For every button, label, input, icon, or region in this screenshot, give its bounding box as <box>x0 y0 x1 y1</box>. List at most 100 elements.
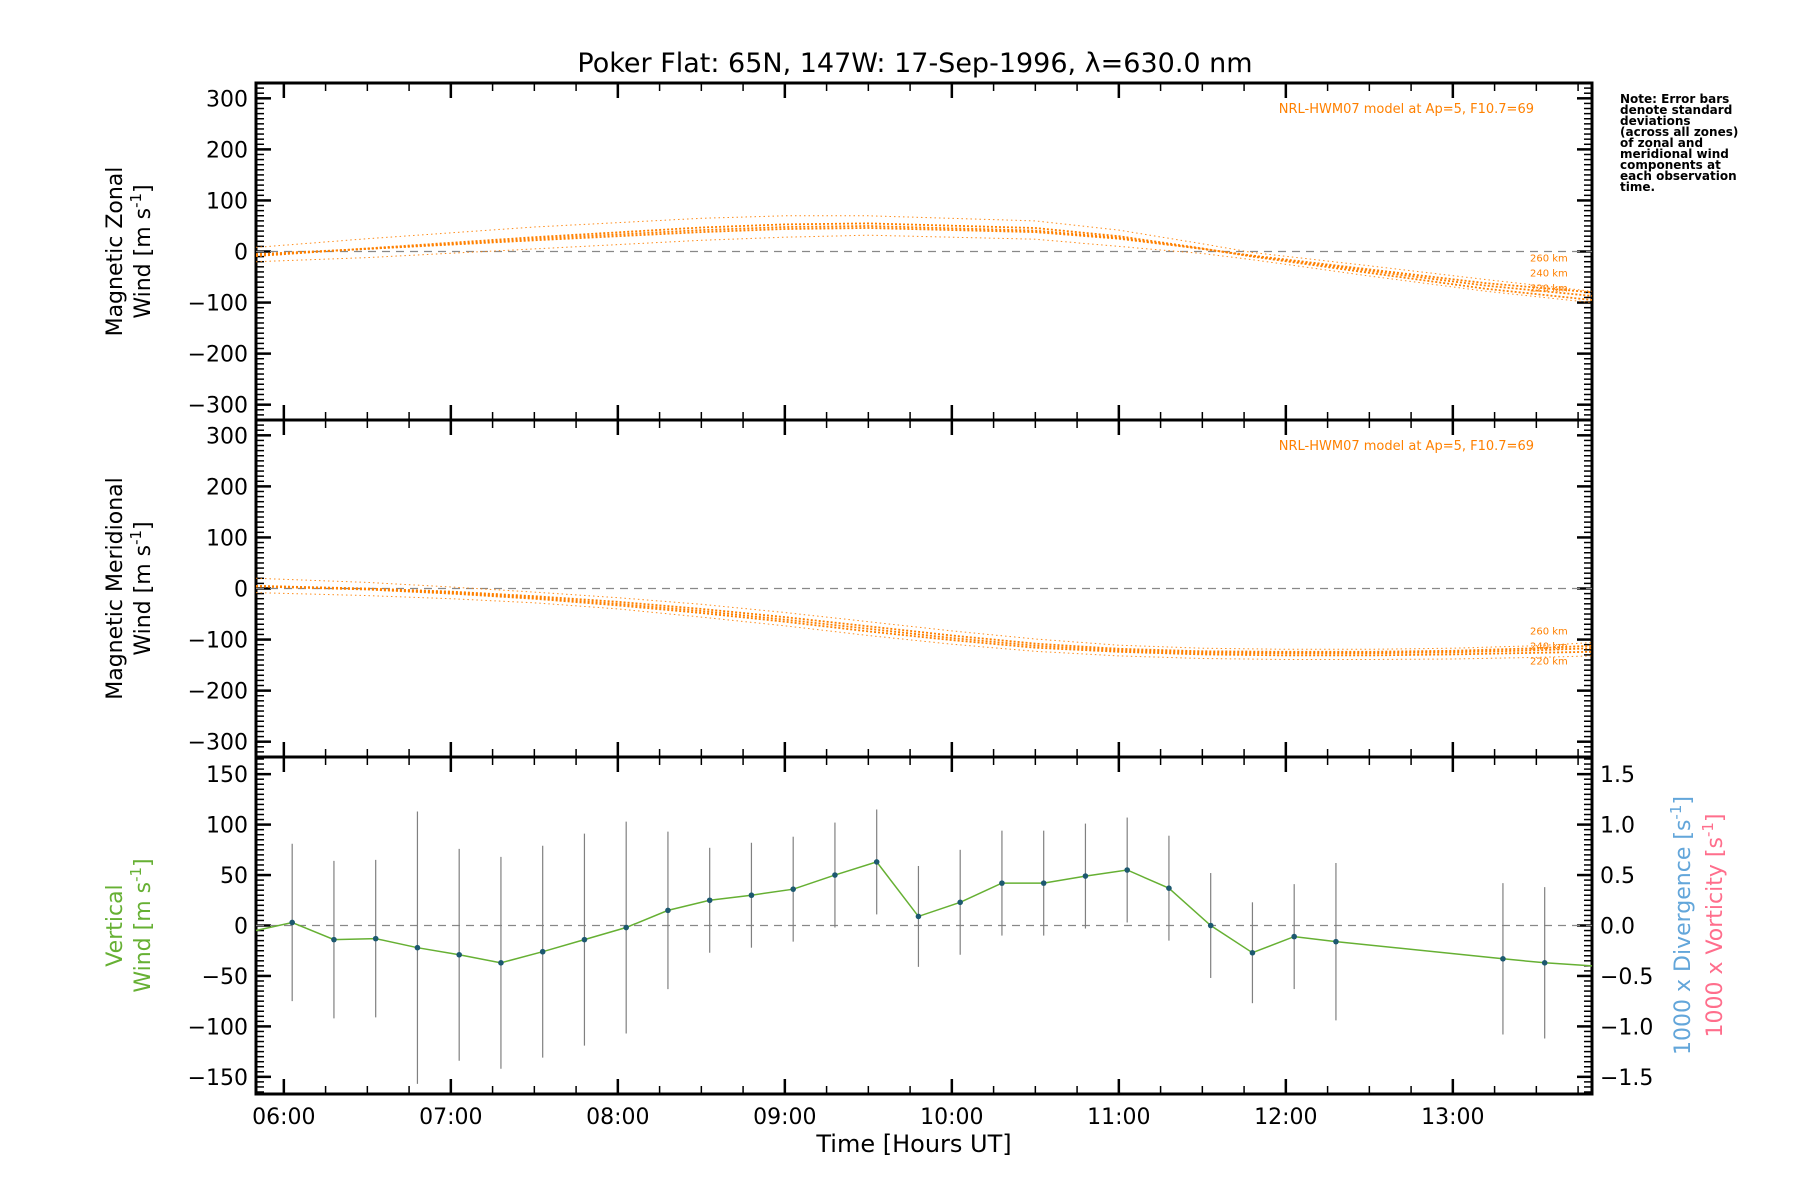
altitude-label: 260 km <box>1530 254 1568 265</box>
vorticity-axis-label: 1000 x Vorticity [s-1] <box>1699 813 1728 1037</box>
model-curve-upper <box>255 215 1593 292</box>
altitude-label: 260 km <box>1530 626 1568 637</box>
data-point <box>623 924 629 931</box>
y2-tick-label: 1.5 <box>1600 763 1635 788</box>
y-axis-label-sup: -1 <box>127 867 145 882</box>
y-tick-label: 100 <box>206 526 248 551</box>
data-point <box>456 951 462 958</box>
altitude-label: 240 km <box>1530 641 1568 652</box>
y2-tick-label: −1.0 <box>1600 1015 1653 1040</box>
y-axis-label-end: ] <box>131 858 156 867</box>
y-axis-label-unit: Wind [m s <box>131 882 156 993</box>
altitude-label: 220 km <box>1530 656 1568 667</box>
note-line: Note: Error bars <box>1620 92 1730 106</box>
note-line: components at <box>1620 158 1721 172</box>
data-point <box>414 944 421 951</box>
data-point <box>748 892 755 899</box>
model-curve-220-km <box>255 222 1593 301</box>
y2-tick-label: 0.5 <box>1600 864 1635 889</box>
y-axis-label-line1: Vertical <box>103 884 128 966</box>
x-tick-label: 11:00 <box>1087 1105 1150 1130</box>
data-point <box>1249 949 1256 956</box>
data-point <box>999 880 1005 886</box>
panel-meridional <box>255 577 1593 660</box>
x-tick-label: 08:00 <box>586 1105 649 1130</box>
vorticity-label-sup: -1 <box>1699 822 1717 837</box>
data-point <box>957 899 963 906</box>
note-line: denote standard <box>1620 103 1733 117</box>
model-curve-260-km <box>255 227 1593 294</box>
y-axis-label-line2: Wind [m s-1] <box>127 521 156 655</box>
y-tick-label: −200 <box>188 680 248 705</box>
note-line: time. <box>1620 180 1656 194</box>
y-axis-label-end: ] <box>131 184 156 193</box>
y-tick-label: −200 <box>188 343 248 368</box>
data-point <box>1124 867 1130 873</box>
divergence-label-sup: -1 <box>1667 805 1685 820</box>
note-line: meridional wind <box>1620 147 1729 161</box>
x-tick-label: 06:00 <box>252 1105 315 1130</box>
model-label: NRL-HWM07 model at Ap=5, F10.7=69 <box>1279 102 1534 117</box>
data-point <box>873 859 880 865</box>
y2-tick-label: −0.5 <box>1600 965 1653 990</box>
y-axis-label-line2: Wind [m s-1] <box>127 184 156 318</box>
data-layer <box>255 215 1593 1084</box>
y-tick-label: 300 <box>206 424 248 449</box>
vertical-wind-line <box>255 861 1593 967</box>
y2-tick-label: 1.0 <box>1600 814 1635 839</box>
panel-zonal <box>255 215 1593 304</box>
data-point <box>1166 885 1172 891</box>
data-point <box>331 936 337 943</box>
y-tick-label: 150 <box>206 763 248 788</box>
vorticity-label-text: 1000 x Vorticity [s <box>1703 837 1728 1037</box>
y-tick-label: −300 <box>188 731 248 756</box>
vorticity-label-end: ] <box>1703 813 1728 822</box>
y-axis-label-line1: Magnetic Meridional <box>103 477 128 699</box>
data-point <box>372 935 379 942</box>
data-point <box>915 913 922 920</box>
y-tick-label: 0 <box>234 915 248 940</box>
y-tick-label: 200 <box>206 138 248 163</box>
y-axis-label-unit: Wind [m s <box>131 545 156 656</box>
chart-title: Poker Flat: 65N, 147W: 17-Sep-1996, λ=63… <box>577 48 1252 79</box>
data-point <box>539 948 546 955</box>
y-tick-label: 100 <box>206 814 248 839</box>
note-line: deviations <box>1620 114 1691 128</box>
data-point <box>790 886 796 892</box>
y-tick-label: −100 <box>188 292 248 317</box>
model-curve-220-km <box>255 585 1593 657</box>
y-tick-label: 300 <box>206 87 248 112</box>
x-axis-label: Time [Hours UT] <box>815 1130 1011 1158</box>
data-point <box>665 907 671 914</box>
note-line: (across all zones) <box>1620 125 1739 139</box>
y2-tick-label: 0.0 <box>1600 915 1635 940</box>
data-point <box>581 936 588 943</box>
data-point <box>1082 873 1089 879</box>
y-axis-label-unit: Wind [m s <box>131 208 156 319</box>
y-tick-label: −50 <box>202 965 248 990</box>
y-axis-label-line1: Magnetic Zonal <box>103 167 128 337</box>
y-tick-label: 50 <box>220 864 248 889</box>
model-label: NRL-HWM07 model at Ap=5, F10.7=69 <box>1279 439 1534 454</box>
model-curve-240-km <box>255 225 1593 297</box>
data-point <box>1207 922 1214 929</box>
y-axis-label-line2: Wind [m s-1] <box>127 858 156 992</box>
note-line: each observation <box>1620 169 1737 183</box>
model-curve-lower <box>255 234 1593 304</box>
data-point <box>706 897 713 904</box>
y-axis-label-sup: -1 <box>127 193 145 208</box>
data-point <box>1333 938 1339 945</box>
error-bar-note: Note: Error bars denote standard deviation… <box>1620 92 1770 194</box>
note-line: of zonal and <box>1620 136 1704 150</box>
model-curve-upper <box>255 577 1593 650</box>
y2-tick-label: −1.5 <box>1600 1066 1653 1091</box>
x-tick-label: 07:00 <box>419 1105 482 1130</box>
data-point <box>1500 955 1506 962</box>
divergence-axis-label: 1000 x Divergence [s-1] <box>1667 796 1696 1055</box>
y-tick-label: −300 <box>188 394 248 419</box>
x-tick-label: 10:00 <box>920 1105 983 1130</box>
y-axis-label-end: ] <box>131 521 156 530</box>
data-point <box>832 872 838 878</box>
